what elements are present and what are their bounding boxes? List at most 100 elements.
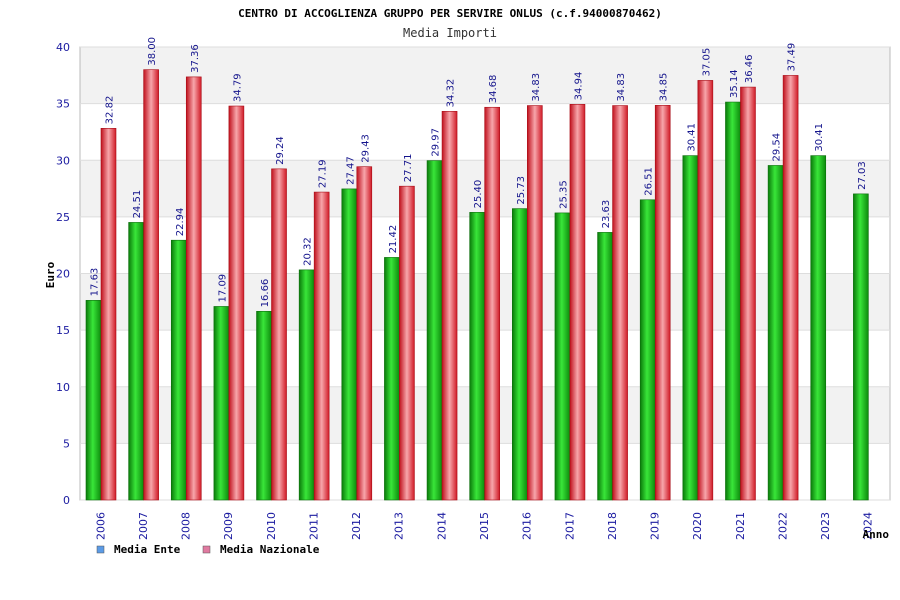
bar-media-ente — [639, 199, 656, 501]
value-label: 36.46 — [744, 54, 755, 83]
x-tick-label: 2023 — [819, 512, 832, 540]
x-tick-label: 2015 — [478, 512, 491, 540]
bar-media-ente — [810, 155, 827, 501]
value-label: 17.63 — [90, 268, 101, 297]
value-label: 24.51 — [132, 190, 143, 219]
bar-media-nazionale — [271, 168, 287, 501]
bar-media-ente — [213, 306, 230, 501]
value-label: 21.42 — [388, 225, 399, 254]
legend-swatch-media-nazionale — [202, 545, 211, 554]
bar-media-nazionale — [441, 111, 458, 501]
x-tick-label: 2012 — [350, 512, 363, 540]
x-tick-label: 2021 — [734, 512, 747, 540]
bar-media-ente — [512, 208, 528, 501]
value-label: 25.40 — [473, 180, 484, 209]
bar-media-ente — [469, 212, 485, 501]
bar-media-ente — [853, 193, 869, 501]
x-tick-label: 2009 — [222, 512, 235, 540]
bar-media-nazionale — [143, 69, 159, 501]
bar-media-nazionale — [654, 105, 671, 501]
x-tick-label: 2008 — [180, 512, 193, 540]
value-label: 34.85 — [659, 73, 670, 102]
value-label: 38.00 — [147, 37, 158, 66]
bar-media-ente — [384, 257, 400, 501]
y-tick-label: 30 — [56, 154, 70, 167]
y-tick-label: 35 — [56, 98, 70, 111]
chart-title: CENTRO DI ACCOGLIENZA GRUPPO PER SERVIRE… — [238, 7, 662, 20]
bar-media-nazionale — [185, 76, 202, 501]
bar-media-nazionale — [228, 105, 245, 501]
legend: Media Ente Media Nazionale — [96, 543, 320, 556]
value-label: 27.03 — [857, 161, 868, 190]
chart-subtitle: Media Importi — [403, 26, 497, 40]
legend-swatch-media-ente — [96, 545, 105, 554]
value-label: 27.71 — [403, 154, 414, 183]
x-tick-label: 2013 — [393, 512, 406, 540]
value-label: 22.94 — [175, 208, 186, 237]
x-tick-label: 2019 — [649, 512, 662, 540]
y-axis-label: Euro — [44, 261, 57, 288]
x-tick-label: 2010 — [265, 512, 278, 540]
value-label: 30.41 — [814, 123, 825, 152]
bar-media-ente — [298, 269, 315, 501]
bar-media-ente — [426, 160, 443, 501]
value-label: 34.83 — [616, 73, 627, 102]
x-axis-ticks: 2006 2007 2008 2009 2010 2011 2012 2013 2014 2015… — [94, 512, 874, 540]
bar-media-ente — [682, 155, 699, 501]
bar-media-ente — [725, 101, 741, 501]
value-label: 27.47 — [345, 156, 356, 185]
bar-media-nazionale — [484, 106, 500, 501]
y-tick-label: 40 — [56, 41, 70, 54]
x-tick-label: 2006 — [94, 512, 107, 540]
bar-media-nazionale — [569, 104, 586, 501]
y-tick-label: 25 — [56, 211, 70, 224]
bar-media-nazionale — [399, 185, 415, 501]
bar-media-nazionale — [612, 105, 628, 501]
y-tick-label: 5 — [63, 437, 70, 450]
x-tick-label: 2024 — [862, 512, 875, 540]
value-label: 25.35 — [558, 180, 569, 209]
bar-media-ente — [767, 165, 784, 501]
value-label: 37.49 — [787, 43, 798, 72]
bar-media-ente — [554, 212, 571, 501]
value-label: 27.19 — [318, 159, 329, 188]
value-label: 25.73 — [516, 176, 527, 205]
value-labels: 17.63 32.82 24.51 38.00 22.94 37.36 17.09 34.79… — [90, 37, 868, 307]
bar-media-ente — [597, 232, 613, 501]
value-label: 29.43 — [360, 134, 371, 163]
bar-media-nazionale — [782, 75, 799, 501]
value-label: 35.14 — [729, 69, 740, 98]
y-tick-label: 0 — [63, 494, 70, 507]
bar-media-nazionale — [356, 166, 373, 501]
x-tick-label: 2017 — [563, 512, 576, 540]
y-tick-label: 20 — [56, 268, 70, 281]
value-label: 34.83 — [531, 73, 542, 102]
bar-media-ente — [341, 188, 358, 501]
x-tick-label: 2018 — [606, 512, 619, 540]
value-label: 29.54 — [772, 133, 783, 162]
value-label: 37.05 — [701, 48, 712, 77]
bar-media-nazionale — [740, 86, 756, 501]
value-label: 34.32 — [446, 79, 457, 108]
bar-media-ente — [256, 311, 272, 501]
value-label: 29.97 — [431, 128, 442, 157]
value-label: 37.36 — [190, 44, 201, 73]
x-tick-label: 2014 — [435, 512, 448, 540]
x-tick-label: 2011 — [307, 512, 320, 540]
value-label: 17.09 — [217, 274, 228, 303]
legend-label-media-ente: Media Ente — [114, 543, 181, 556]
y-tick-label: 10 — [56, 381, 70, 394]
value-label: 34.68 — [488, 75, 499, 104]
value-label: 23.63 — [601, 200, 612, 229]
value-label: 30.41 — [686, 123, 697, 152]
value-label: 34.79 — [232, 73, 243, 102]
value-label: 16.66 — [260, 279, 271, 308]
x-tick-label: 2007 — [137, 512, 150, 540]
value-label: 32.82 — [105, 96, 116, 125]
legend-label-media-nazionale: Media Nazionale — [220, 543, 320, 556]
value-label: 20.32 — [303, 237, 314, 266]
value-label: 26.51 — [644, 167, 655, 196]
bar-media-nazionale — [697, 80, 714, 501]
bar-media-ente — [170, 239, 187, 501]
